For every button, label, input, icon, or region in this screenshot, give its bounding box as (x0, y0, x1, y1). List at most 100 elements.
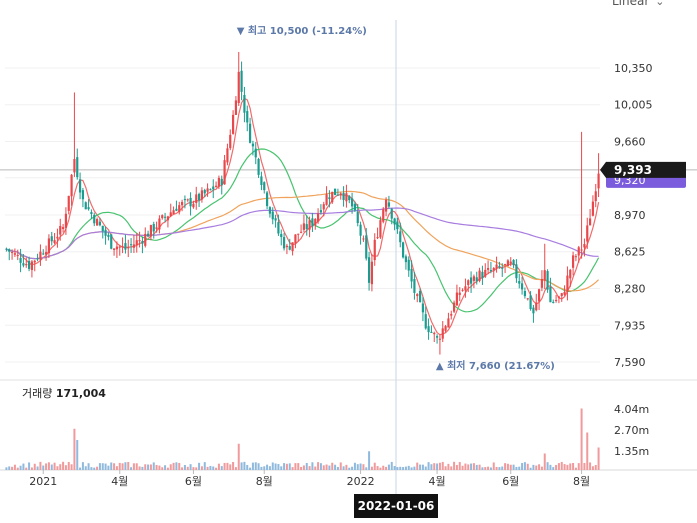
volume-bar (251, 462, 254, 470)
volume-bar (132, 463, 135, 470)
volume-bar (407, 465, 410, 470)
candle-body (294, 234, 297, 244)
candle-body (345, 193, 348, 202)
candle-body (84, 202, 87, 210)
volume-bar (291, 467, 294, 470)
volume-bar (577, 463, 580, 470)
candle-body (588, 218, 592, 226)
volume-bar (325, 464, 328, 470)
candle-body (118, 246, 121, 248)
time-tick-label: 2022 (347, 475, 375, 488)
volume-bar (385, 466, 388, 470)
candle-body (288, 246, 291, 250)
candle-body (166, 216, 170, 221)
volume-bar (393, 466, 396, 470)
price-tick-label: 10,005 (614, 99, 653, 112)
volume-bar (453, 461, 456, 470)
volume-bar (166, 467, 169, 470)
volume-bar (294, 463, 297, 470)
volume-bar (62, 461, 65, 470)
volume-bar (243, 461, 246, 470)
candle-body (594, 191, 597, 202)
volume-bar (317, 462, 320, 470)
candle-body (571, 255, 575, 268)
candle-body (520, 283, 524, 290)
volume-bar (597, 447, 600, 470)
candle-body (540, 278, 544, 288)
candle-body (333, 188, 337, 196)
volume-bar (532, 464, 535, 470)
volume-bar (521, 463, 524, 470)
volume-bar (200, 466, 203, 470)
candle-body (365, 235, 368, 259)
volume-bar (359, 463, 362, 470)
candle-body (370, 261, 374, 285)
volume-bar (580, 408, 583, 470)
volume-bar (421, 464, 424, 470)
volume-bar (300, 466, 303, 470)
volume-bar (447, 463, 450, 470)
volume-bar (93, 467, 96, 470)
candle-body (8, 249, 11, 252)
candle-body (223, 160, 226, 185)
candle-body (87, 207, 90, 210)
candle-body (464, 286, 467, 291)
volume-bar (260, 466, 263, 470)
volume-bar (526, 463, 529, 470)
volume-bar (33, 463, 36, 470)
volume-bar (475, 464, 478, 470)
volume-bar (305, 462, 308, 470)
candle-body (78, 179, 82, 193)
candle-body (580, 249, 583, 251)
candle-body (560, 293, 563, 297)
volume-bar (192, 467, 195, 470)
candle-body (537, 289, 541, 302)
scale-selector[interactable]: Linear ⌄ (612, 0, 665, 8)
candle-body (348, 196, 351, 201)
volume-bar (76, 440, 79, 470)
candle-body (127, 247, 130, 249)
candle-body (478, 270, 481, 281)
candle-body (331, 191, 334, 203)
time-tick-label: 4월 (429, 475, 446, 488)
volume-bar (492, 462, 495, 470)
candles (5, 51, 600, 355)
volume-bar (274, 463, 277, 470)
high-annotation: ▼ 최고 10,500 (-11.24%) (237, 24, 367, 37)
volume-bar (495, 466, 498, 470)
scale-selector-label: Linear (612, 0, 650, 8)
candle-body (25, 264, 28, 266)
volume-bar (387, 464, 390, 470)
candle-body (246, 111, 249, 123)
volume-bar (195, 467, 198, 470)
candle-body (195, 194, 198, 203)
volume-bar (328, 465, 331, 470)
candle-body (36, 258, 39, 260)
volume-bar (467, 464, 470, 470)
volume-bar (472, 463, 475, 470)
price-tick-label: 10,350 (614, 62, 653, 75)
volume-bar (147, 464, 150, 470)
volume-bar (223, 462, 226, 470)
price-tick-label: 7,935 (614, 319, 646, 332)
volume-bar (198, 462, 201, 470)
volume-bar (209, 465, 212, 470)
candle-body (158, 218, 161, 230)
volume-bar (161, 467, 164, 470)
candle-body (418, 290, 422, 303)
volume-bar (458, 462, 461, 470)
candle-body (319, 210, 323, 213)
candle-body (577, 247, 580, 256)
volume-bar (396, 467, 399, 470)
candle-body (263, 182, 266, 191)
candle-body (472, 276, 476, 281)
candle-body (336, 194, 340, 196)
volume-bar (464, 463, 467, 470)
candle-body (16, 255, 19, 257)
volume-bar (36, 466, 39, 470)
volume-bar (217, 463, 220, 470)
candle-body (257, 159, 260, 175)
time-tick-label: 4월 (111, 475, 128, 488)
candle-body (30, 261, 34, 271)
